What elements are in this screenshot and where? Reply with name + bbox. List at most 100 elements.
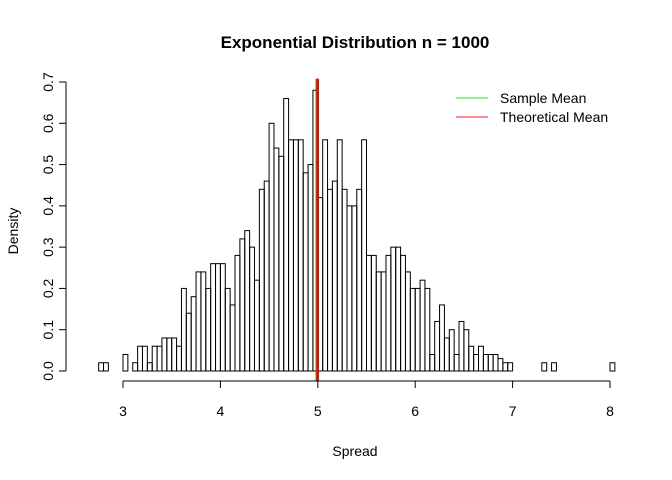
x-tick-label: 3 <box>119 403 127 419</box>
x-axis: 3 4 5 6 7 8 <box>119 380 614 419</box>
histogram-bar <box>429 353 436 372</box>
histogram-bar <box>253 279 260 372</box>
histogram-bar <box>180 287 187 372</box>
histogram-bar <box>122 353 129 372</box>
histogram-bar <box>487 353 494 372</box>
histogram-bar <box>195 271 202 372</box>
histogram-bar <box>146 362 153 372</box>
histogram-bar <box>244 230 251 372</box>
y-tick-label: 0.5 <box>40 155 56 175</box>
histogram-bar <box>482 353 489 372</box>
y-axis-label: Density <box>5 208 21 255</box>
histogram-bar <box>268 122 275 372</box>
histogram-bar <box>327 188 333 372</box>
histogram-bar <box>224 287 231 372</box>
histogram-bar <box>385 254 392 372</box>
histogram-bar <box>302 172 309 372</box>
histogram-bar <box>361 139 368 372</box>
histogram-bar <box>283 98 290 372</box>
legend-label: Theoretical Mean <box>500 109 608 125</box>
histogram-bar <box>171 337 178 372</box>
histogram-bar <box>341 188 348 372</box>
histogram-bar <box>190 296 197 372</box>
histogram-bar <box>375 271 382 372</box>
histogram-bar <box>331 180 338 372</box>
x-tick-label: 8 <box>606 403 614 419</box>
histogram-bar <box>409 287 416 372</box>
y-tick-label: 0.0 <box>40 361 56 381</box>
histogram-bar <box>263 180 270 372</box>
histogram-bar <box>176 345 182 372</box>
histogram-bar <box>336 139 343 372</box>
histogram-bar <box>258 188 265 372</box>
histogram-bar <box>492 353 499 372</box>
histogram-bar <box>278 155 285 372</box>
histogram-bar <box>551 362 557 372</box>
x-tick-label: 5 <box>314 403 322 419</box>
histogram-bar <box>463 329 470 372</box>
histogram-bar <box>346 205 353 372</box>
histogram-bar <box>288 139 294 372</box>
y-tick-label: 0.7 <box>40 72 56 92</box>
histogram-bar <box>98 362 105 372</box>
histogram-bar <box>210 263 217 372</box>
histogram-bar <box>439 304 445 372</box>
histogram-bar <box>424 287 431 372</box>
histogram-bar <box>307 164 314 372</box>
histogram-bar <box>151 345 158 372</box>
chart-title: Exponential Distribution n = 1000 <box>221 33 490 52</box>
histogram-bar <box>448 329 455 372</box>
x-tick-label: 6 <box>411 403 419 419</box>
bars-group <box>98 89 616 372</box>
histogram-bar <box>273 147 280 372</box>
histogram-bar <box>541 362 548 372</box>
mean-lines-group <box>315 78 320 381</box>
histogram-bar <box>458 320 465 372</box>
y-tick-label: 0.3 <box>40 237 56 257</box>
y-tick-label: 0.1 <box>40 320 56 340</box>
histogram-bar <box>239 238 246 372</box>
histogram-bar <box>400 254 406 372</box>
histogram-bar <box>366 254 372 372</box>
histogram-bar <box>478 345 484 372</box>
histogram-bar <box>414 287 421 372</box>
histogram-bar <box>200 271 207 372</box>
y-axis: 0.0 0.1 0.2 0.3 0.4 0.5 0.6 0.7 <box>40 72 67 381</box>
histogram-bar <box>215 263 221 372</box>
histogram-bar <box>141 345 148 372</box>
histogram-bar <box>370 254 377 372</box>
histogram-bar <box>497 358 504 372</box>
histogram-bar <box>443 337 450 372</box>
histogram-bar <box>434 320 441 372</box>
histogram-bar <box>166 337 173 372</box>
x-axis-label: Spread <box>332 443 377 459</box>
legend-label: Sample Mean <box>500 90 586 106</box>
histogram-bar <box>507 362 514 372</box>
histogram-bar <box>356 188 363 372</box>
histogram-bar <box>132 362 139 372</box>
x-tick-label: 4 <box>217 403 225 419</box>
y-tick-label: 0.2 <box>40 278 56 298</box>
histogram-bar <box>205 287 212 372</box>
x-tick-label: 7 <box>509 403 517 419</box>
histogram-bar <box>249 246 255 372</box>
legend: Sample Mean Theoretical Mean <box>456 90 608 125</box>
histogram-bar <box>229 304 236 372</box>
histogram-bar <box>219 263 226 372</box>
histogram-bar <box>419 279 426 372</box>
histogram-bar <box>502 362 509 372</box>
histogram-bar <box>137 345 143 372</box>
histogram-bar <box>234 254 241 372</box>
histogram-bar <box>395 246 402 372</box>
histogram-bar <box>351 205 358 372</box>
histogram-bar <box>322 139 329 372</box>
histogram-bar <box>161 337 168 372</box>
histogram-bar <box>297 139 304 372</box>
histogram-bar <box>453 353 460 372</box>
histogram-bar <box>185 312 192 372</box>
histogram-bar <box>468 345 475 372</box>
histogram-bar <box>609 362 616 372</box>
histogram-bar <box>380 271 387 372</box>
y-tick-label: 0.6 <box>40 113 56 133</box>
